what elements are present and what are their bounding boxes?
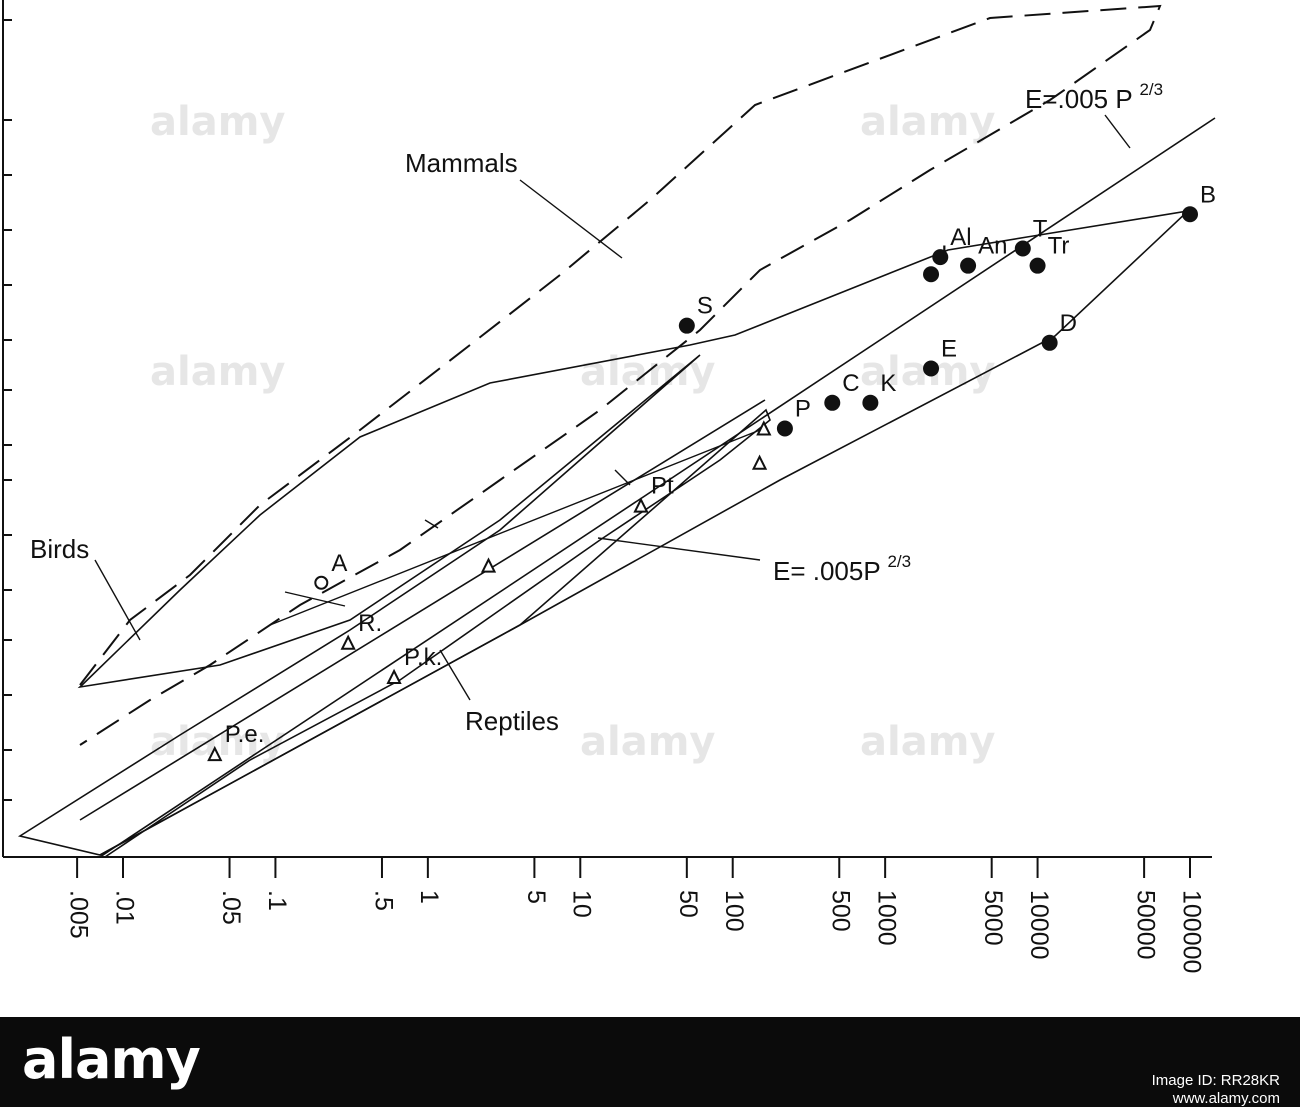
data-points xyxy=(207,206,1198,762)
point-I-5 xyxy=(923,266,940,283)
equation-top-leader xyxy=(1104,114,1131,149)
x-tick-label-9: 100 xyxy=(720,890,748,932)
x-tick-label-15: 100000 xyxy=(1177,890,1205,973)
y-axis-ticks xyxy=(3,19,12,801)
x-tick-label-5: 1 xyxy=(415,890,443,904)
watermark-0: alamy xyxy=(150,349,285,395)
watermark-4: alamy xyxy=(580,719,715,765)
x-tick-label-14: 50000 xyxy=(1132,890,1160,960)
equation-mid-exponent: 2/3 xyxy=(887,552,911,571)
point-label-8: T xyxy=(1033,216,1048,243)
point-triangle-15 xyxy=(386,668,402,685)
watermark-layer: alamyalamyalamyalamyalamyalamyalamyalamy xyxy=(150,99,995,765)
birds-envelope xyxy=(17,209,1191,856)
point-label-6: Al xyxy=(950,224,971,251)
reptiles-envelope xyxy=(99,408,771,858)
point-B-11 xyxy=(1182,206,1198,223)
point-Tr-9 xyxy=(1029,257,1046,274)
x-tick-label-1: .01 xyxy=(110,890,138,925)
stock-image-id: Image ID: RR28KR xyxy=(1151,1072,1280,1089)
point-triangle-16 xyxy=(207,745,223,762)
point-E-4 xyxy=(923,360,940,377)
equation-mid-leader xyxy=(597,537,761,561)
equation-top-exponent: 2/3 xyxy=(1139,80,1163,99)
reptiles-label: Reptiles xyxy=(465,706,559,736)
point-triangle-12 xyxy=(633,497,649,513)
birds-leader xyxy=(94,559,141,641)
equation-mid-label: E= .005P 2/3 xyxy=(773,552,911,586)
point-label-5: I xyxy=(941,241,948,268)
stock-site: www.alamy.com xyxy=(1172,1090,1280,1107)
point-label-12: Pt xyxy=(651,473,674,500)
point-label-4: E xyxy=(941,336,957,363)
point-triangle-18 xyxy=(751,454,768,470)
point-Al-6 xyxy=(932,249,949,266)
reptiles-leader xyxy=(439,649,471,701)
point-An-7 xyxy=(960,257,977,274)
point-label-9: Tr xyxy=(1048,233,1070,260)
point-labels: S P C K E IAl An TTr D B Pt R. P.k. P.e. A xyxy=(225,181,1216,748)
rpoint-leader xyxy=(284,591,346,607)
point-label-11: B xyxy=(1200,181,1216,208)
x-tick-label-6: 5 xyxy=(522,890,550,904)
chart-figure: alamyalamyalamyalamyalamyalamyalamyalamy… xyxy=(2,0,1216,973)
point-label-14: R. xyxy=(358,610,382,637)
watermark-6: alamy xyxy=(150,99,285,145)
point-label-19: A xyxy=(331,550,347,577)
point-label-3: K xyxy=(880,370,896,397)
watermark-5: alamy xyxy=(860,719,995,765)
x-tick-label-3: .1 xyxy=(263,890,291,911)
point-label-0: S xyxy=(697,293,713,320)
x-tick-label-2: .05 xyxy=(217,890,245,925)
point-T-8 xyxy=(1014,240,1031,257)
x-tick-label-12: 5000 xyxy=(979,890,1007,946)
point-A-19 xyxy=(314,575,329,590)
point-S-0 xyxy=(678,317,695,334)
stock-footer xyxy=(0,1017,1300,1107)
allometric-line-lower xyxy=(79,399,766,821)
point-label-10: D xyxy=(1060,310,1077,337)
x-tick-label-13: 10000 xyxy=(1025,890,1053,960)
mammals-envelope xyxy=(79,4,1162,746)
point-label-7: An xyxy=(978,233,1007,260)
point-C-2 xyxy=(824,394,841,411)
x-tick-label-8: 50 xyxy=(674,890,702,918)
point-D-10 xyxy=(1041,334,1058,351)
sp-leader xyxy=(424,519,439,529)
point-label-16: P.e. xyxy=(225,721,265,748)
point-K-3 xyxy=(862,394,879,411)
watermark-7: alamy xyxy=(860,99,995,145)
x-tick-label-11: 1000 xyxy=(873,890,901,946)
x-tick-label-0: .005 xyxy=(65,890,93,939)
birds-label: Birds xyxy=(30,534,89,564)
equation-mid-text: E= .005P xyxy=(773,556,880,586)
stock-logo: alamy xyxy=(22,1028,201,1091)
stock-id-block: Image ID: RR28KR www.alamy.com xyxy=(1152,1072,1280,1108)
x-tick-label-10: 500 xyxy=(827,890,855,932)
allometric-line-third xyxy=(269,429,761,626)
equation-top-text: E=.005 P xyxy=(1025,84,1132,114)
x-tick-label-4: .5 xyxy=(369,890,397,911)
allometric-line-upper xyxy=(99,117,1216,858)
point-triangle-17 xyxy=(756,420,772,436)
point-label-2: C xyxy=(842,370,859,397)
point-triangle-13 xyxy=(480,557,497,573)
mammals-label: Mammals xyxy=(405,148,518,178)
point-label-1: P xyxy=(795,396,811,423)
mammals-leader xyxy=(519,179,623,259)
point-P-1 xyxy=(776,420,793,437)
x-tick-label-7: 10 xyxy=(568,890,596,918)
pt-leader xyxy=(614,469,631,486)
equation-top-label: E=.005 P 2/3 xyxy=(1025,80,1163,114)
point-label-15: P.k. xyxy=(404,644,442,671)
point-triangle-14 xyxy=(340,634,356,650)
x-axis-ticks: .005 .01 .05 .1 .5 1 5 10 50 100 500 1000 5000 10000 5… xyxy=(65,857,1205,973)
